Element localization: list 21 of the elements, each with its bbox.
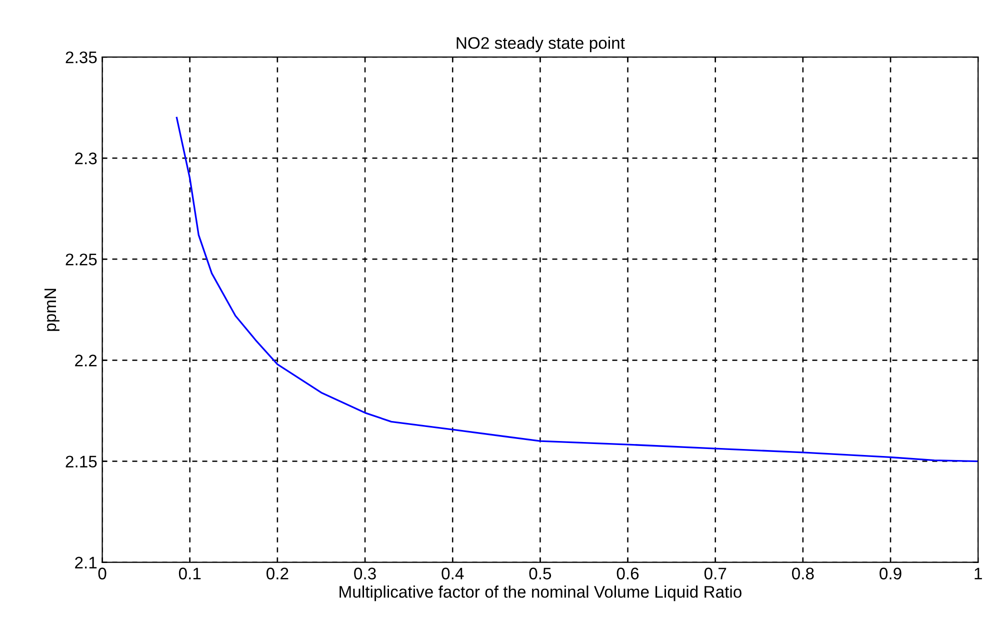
- x-tick-label: 0.3: [354, 568, 376, 580]
- chart-title: NO2 steady state point: [456, 36, 625, 52]
- x-tick-label: 0: [98, 568, 106, 580]
- y-tick-label: 2.35: [66, 51, 97, 64]
- x-tick-label: 1: [974, 568, 982, 580]
- y-tick-label: 2.25: [66, 254, 97, 266]
- y-axis-title: ppmN: [44, 288, 60, 331]
- x-tick-label: 0.4: [442, 568, 464, 580]
- x-tick-label: 0.6: [616, 568, 639, 580]
- x-tick-label: 0.5: [529, 568, 552, 580]
- x-axis-title: Multiplicative factor of the nominal Volume Liquid Ratio: [340, 586, 742, 602]
- y-tick-label: 2.2: [75, 354, 97, 366]
- x-tick-label: 0.2: [266, 568, 288, 580]
- line-series: [176, 116, 978, 462]
- y-tick-label: 2.1: [75, 556, 97, 568]
- y-tick-label: 2.15: [66, 456, 97, 468]
- x-tick-label: 0.1: [178, 568, 201, 580]
- x-tick-label: 0.8: [792, 568, 814, 580]
- x-tick-label: 0.9: [880, 568, 902, 580]
- y-tick-label: 2.3: [75, 152, 97, 164]
- x-tick-label: 0.7: [704, 568, 726, 580]
